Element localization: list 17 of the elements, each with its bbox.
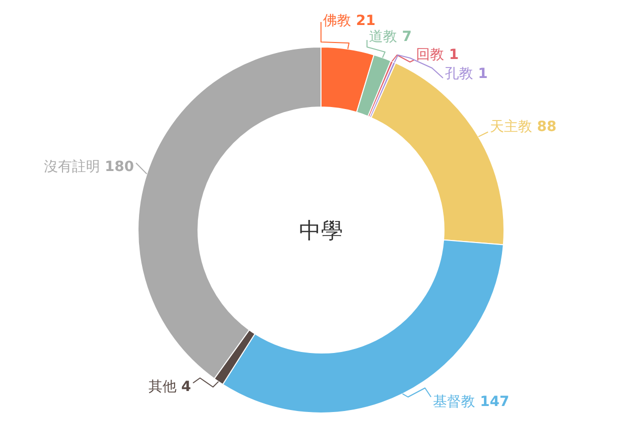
data-label: 88 [537, 119, 556, 135]
data-label: 147 [480, 394, 510, 410]
slice-label: 其他 [148, 379, 176, 395]
slice-label: 天主教 [490, 119, 532, 135]
data-label: 1 [449, 47, 459, 63]
slice-label: 道教 [369, 29, 397, 45]
data-label: 4 [181, 379, 192, 395]
slice-label: 佛教 [323, 13, 351, 29]
slice-label: 回教 [416, 47, 444, 63]
data-label: 21 [356, 13, 376, 29]
slice-label: 孔教 [445, 66, 473, 82]
data-label: 1 [478, 66, 488, 82]
data-label: 7 [402, 29, 412, 45]
text: 中學 [299, 219, 343, 244]
slice-label: 沒有註明 [44, 159, 100, 175]
slice-label: 基督教 [433, 394, 475, 410]
data-label: 180 [104, 159, 134, 175]
